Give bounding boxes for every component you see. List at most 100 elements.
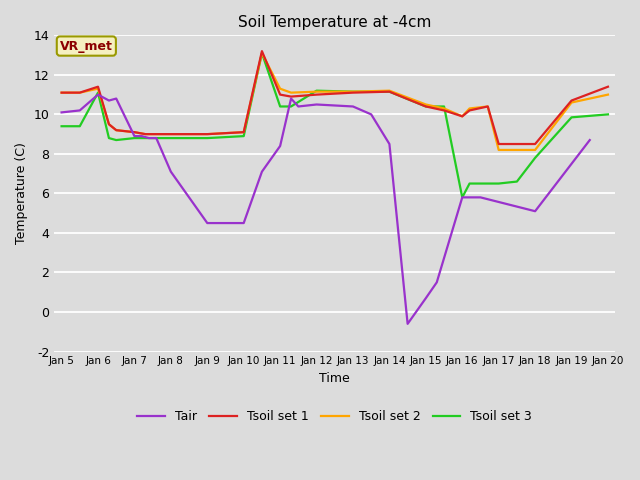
Tair [531, 208, 539, 214]
Tair [167, 169, 175, 175]
Tsoil set 2 [76, 90, 84, 96]
X-axis label: Time: Time [319, 372, 350, 385]
Tsoil set 1 [349, 90, 357, 96]
Tsoil set 2 [287, 90, 295, 96]
Tair [586, 137, 593, 143]
Tair [349, 104, 357, 109]
Tsoil set 1 [276, 92, 284, 97]
Tsoil set 2 [141, 131, 149, 137]
Tair [433, 279, 440, 285]
Tair [287, 96, 295, 101]
Tsoil set 3 [495, 180, 502, 186]
Tsoil set 2 [105, 121, 113, 127]
Line: Tsoil set 2: Tsoil set 2 [61, 53, 608, 150]
Tsoil set 2 [94, 86, 102, 92]
Tsoil set 3 [349, 89, 357, 95]
Tsoil set 2 [385, 88, 393, 94]
Tsoil set 1 [105, 121, 113, 127]
Tsoil set 1 [440, 108, 448, 113]
Tair [477, 194, 484, 200]
Tsoil set 3 [240, 133, 248, 139]
Tair [76, 108, 84, 113]
Tsoil set 1 [422, 104, 429, 109]
Tsoil set 2 [604, 92, 612, 97]
Legend: Tair, Tsoil set 1, Tsoil set 2, Tsoil set 3: Tair, Tsoil set 1, Tsoil set 2, Tsoil se… [132, 405, 537, 428]
Tsoil set 1 [76, 90, 84, 96]
Tsoil set 3 [313, 88, 321, 94]
Tsoil set 1 [495, 141, 502, 147]
Tsoil set 2 [258, 50, 266, 56]
Title: Soil Temperature at -4cm: Soil Temperature at -4cm [238, 15, 431, 30]
Tsoil set 1 [141, 131, 149, 137]
Tsoil set 3 [113, 137, 120, 143]
Tair [105, 97, 113, 103]
Tsoil set 3 [105, 135, 113, 141]
Tsoil set 3 [385, 89, 393, 95]
Tair [313, 102, 321, 108]
Tsoil set 3 [204, 135, 211, 141]
Tair [367, 111, 375, 117]
Tsoil set 3 [440, 104, 448, 109]
Tsoil set 1 [458, 113, 466, 119]
Tsoil set 1 [167, 131, 175, 137]
Tair [204, 220, 211, 226]
Line: Tsoil set 1: Tsoil set 1 [61, 51, 608, 144]
Tsoil set 1 [568, 97, 575, 103]
Tsoil set 2 [240, 129, 248, 135]
Tsoil set 3 [94, 90, 102, 96]
Tsoil set 3 [287, 104, 295, 109]
Tsoil set 3 [167, 135, 175, 141]
Tair [422, 295, 429, 301]
Tsoil set 2 [113, 127, 120, 133]
Tsoil set 1 [58, 90, 65, 96]
Tsoil set 1 [204, 131, 211, 137]
Tsoil set 2 [466, 106, 474, 111]
Tsoil set 3 [276, 104, 284, 109]
Tair [276, 143, 284, 149]
Tair [385, 141, 393, 147]
Line: Tair: Tair [61, 95, 589, 324]
Tsoil set 3 [466, 180, 474, 186]
Tsoil set 3 [568, 114, 575, 120]
Tsoil set 2 [204, 131, 211, 137]
Tsoil set 1 [113, 127, 120, 133]
Tair [58, 109, 65, 115]
Tsoil set 1 [466, 108, 474, 113]
Tsoil set 3 [604, 111, 612, 117]
Tsoil set 2 [440, 106, 448, 111]
Tair [458, 194, 466, 200]
Tsoil set 1 [287, 94, 295, 99]
Tsoil set 1 [313, 92, 321, 97]
Tsoil set 2 [422, 102, 429, 108]
Tair [138, 133, 145, 139]
Tair [152, 135, 160, 141]
Tsoil set 3 [484, 180, 492, 186]
Tsoil set 1 [240, 129, 248, 135]
Tsoil set 2 [458, 113, 466, 119]
Tair [94, 92, 102, 97]
Tsoil set 1 [604, 84, 612, 90]
Tair [294, 104, 302, 109]
Tair [145, 135, 153, 141]
Tsoil set 1 [131, 129, 138, 135]
Tsoil set 2 [531, 147, 539, 153]
Tsoil set 3 [513, 179, 521, 184]
Tair [258, 169, 266, 175]
Tair [131, 133, 138, 139]
Tsoil set 3 [458, 194, 466, 200]
Tair [240, 220, 248, 226]
Tsoil set 3 [141, 135, 149, 141]
Tsoil set 1 [94, 84, 102, 90]
Tsoil set 2 [58, 90, 65, 96]
Tsoil set 2 [495, 147, 502, 153]
Tsoil set 3 [76, 123, 84, 129]
Tair [404, 321, 412, 327]
Tsoil set 2 [568, 100, 575, 106]
Tsoil set 2 [167, 131, 175, 137]
Text: VR_met: VR_met [60, 39, 113, 53]
Line: Tsoil set 3: Tsoil set 3 [61, 53, 608, 197]
Tsoil set 2 [349, 89, 357, 95]
Tsoil set 1 [531, 141, 539, 147]
Tsoil set 3 [258, 50, 266, 56]
Tsoil set 3 [422, 104, 429, 109]
